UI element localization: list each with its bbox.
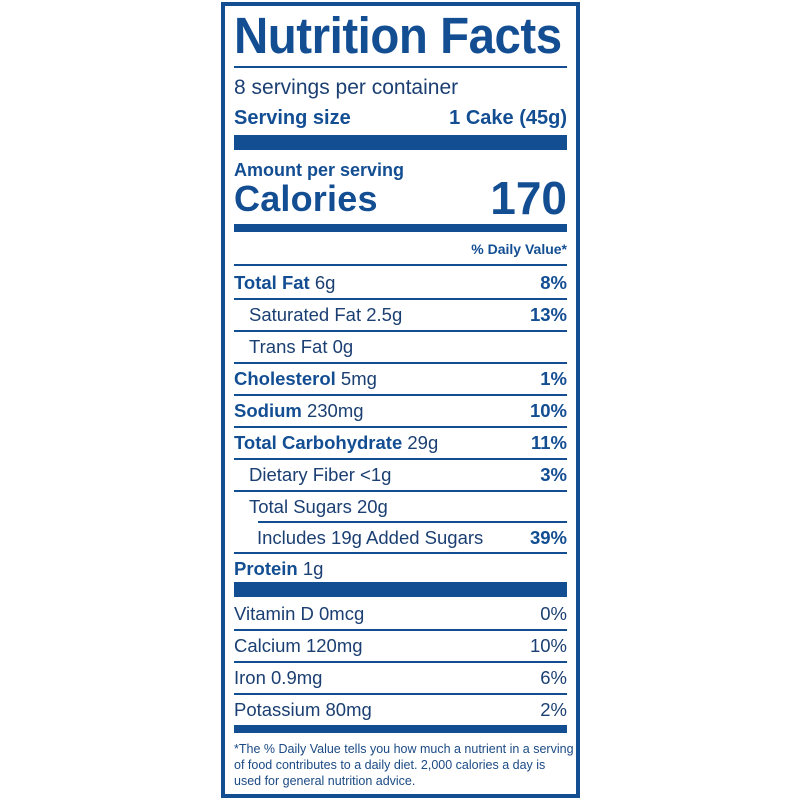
- nutrient-dv: 39%: [529, 527, 567, 548]
- nutrient-dv: 11%: [530, 432, 567, 453]
- vitamin-row-vitamin-d: Vitamin D 0mcg 0%: [234, 598, 567, 629]
- nutrient-dv: 13%: [529, 304, 567, 325]
- nutrient-name: Saturated Fat 2.5g: [249, 304, 403, 325]
- servings-per-container: 8 servings per container: [234, 76, 459, 99]
- row-divider: [234, 394, 567, 396]
- nutrient-row-total-sugars: Total Sugars 20g: [234, 491, 567, 522]
- serving-size-label: Serving size: [234, 107, 351, 129]
- row-divider: [258, 521, 567, 523]
- nutrient-name: Total Carbohydrate: [234, 432, 403, 453]
- nutrient-amount: 1g: [302, 558, 324, 579]
- nutrient-name: Sodium: [234, 400, 302, 421]
- vitamin-row-potassium: Potassium 80mg 2%: [234, 694, 567, 725]
- row-divider: [234, 661, 567, 663]
- vitamin-dv: 2%: [540, 699, 567, 720]
- row-divider: [234, 552, 567, 554]
- nutrient-dv: 1%: [540, 368, 567, 389]
- nutrient-name: Total Sugars 20g: [249, 496, 388, 517]
- nutrient-name: Cholesterol: [234, 368, 336, 389]
- thick-divider: [234, 582, 567, 597]
- label-content: Nutrition Facts 8 servings per container…: [234, 6, 574, 794]
- daily-value-footnote: *The % Daily Value tells you how much a …: [234, 742, 574, 788]
- row-divider: [234, 330, 567, 332]
- nutrient-name: Total Fat: [234, 272, 310, 293]
- nutrient-amount: 230mg: [306, 400, 364, 421]
- row-divider: [234, 458, 567, 460]
- vitamin-row-calcium: Calcium 120mg 10%: [234, 630, 567, 661]
- nutrient-amount: 5mg: [340, 368, 377, 389]
- nutrient-row-sodium: Sodium 230mg 10%: [234, 395, 567, 426]
- divider: [234, 264, 567, 266]
- nutrient-name: Protein: [234, 558, 298, 579]
- amount-per-serving: Amount per serving: [234, 160, 405, 180]
- nutrient-name: Includes 19g Added Sugars: [257, 527, 484, 548]
- nutrient-row-saturated-fat: Saturated Fat 2.5g 13%: [234, 299, 567, 330]
- row-divider: [234, 629, 567, 631]
- row-divider: [234, 362, 567, 364]
- vitamin-row-iron: Iron 0.9mg 6%: [234, 662, 567, 693]
- nutrient-row-total-fat: Total Fat 6g 8%: [234, 267, 567, 298]
- nutrient-name: Dietary Fiber <1g: [249, 464, 392, 485]
- nutrient-amount: 6g: [314, 272, 336, 293]
- calories-value: 170: [490, 172, 567, 224]
- medium-divider: [234, 725, 567, 733]
- nutrient-row-trans-fat: Trans Fat 0g: [234, 331, 567, 362]
- nutrient-name: Trans Fat 0g: [249, 336, 354, 357]
- vitamin-name: Potassium 80mg: [234, 699, 372, 720]
- row-divider: [234, 298, 567, 300]
- nutrient-row-dietary-fiber: Dietary Fiber <1g 3%: [234, 459, 567, 490]
- row-divider: [234, 490, 567, 492]
- nutrient-row-protein: Protein 1g: [234, 553, 567, 584]
- label-title: Nutrition Facts: [234, 7, 562, 64]
- nutrient-dv: 10%: [529, 400, 567, 421]
- nutrient-dv: 3%: [540, 464, 567, 485]
- serving-size-value: 1 Cake (45g): [449, 107, 567, 129]
- row-divider: [234, 426, 567, 428]
- nutrition-facts-label: Nutrition Facts 8 servings per container…: [221, 2, 580, 798]
- nutrient-amount: 29g: [407, 432, 439, 453]
- vitamin-dv: 10%: [529, 635, 567, 656]
- vitamin-name: Iron 0.9mg: [234, 667, 323, 688]
- vitamin-name: Calcium 120mg: [234, 635, 363, 656]
- daily-value-header: % Daily Value*: [471, 241, 567, 257]
- vitamin-name: Vitamin D 0mcg: [234, 603, 365, 624]
- medium-divider: [234, 224, 567, 232]
- row-divider: [234, 693, 567, 695]
- vitamin-dv: 6%: [540, 667, 567, 688]
- vitamin-dv: 0%: [540, 603, 567, 624]
- thick-divider: [234, 135, 567, 150]
- divider: [234, 66, 567, 68]
- nutrient-row-cholesterol: Cholesterol 5mg 1%: [234, 363, 567, 394]
- calories-label: Calories: [234, 178, 378, 219]
- nutrient-dv: 8%: [540, 272, 567, 293]
- nutrient-row-added-sugars: Includes 19g Added Sugars 39%: [234, 522, 567, 553]
- nutrient-row-total-carbohydrate: Total Carbohydrate 29g 11%: [234, 427, 567, 458]
